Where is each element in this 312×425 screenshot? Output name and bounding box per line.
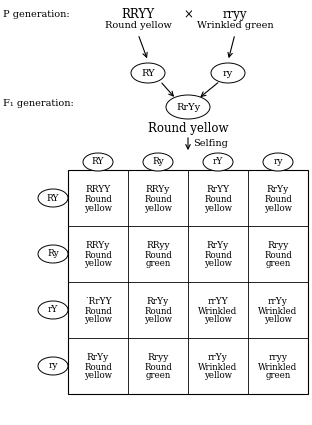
Text: Round: Round (264, 250, 292, 260)
Text: Round: Round (144, 250, 172, 260)
Text: rY: rY (48, 306, 58, 314)
Text: RrYy: RrYy (207, 241, 229, 249)
Text: yellow: yellow (204, 204, 232, 212)
Text: RRYy: RRYy (146, 184, 170, 193)
Text: P generation:: P generation: (3, 10, 70, 19)
Text: yellow: yellow (204, 260, 232, 269)
Text: RRYy: RRYy (86, 241, 110, 249)
Text: rryy: rryy (269, 352, 287, 362)
Text: green: green (266, 260, 290, 269)
Text: Round: Round (204, 250, 232, 260)
Text: RRYY: RRYY (85, 184, 111, 193)
Text: Round: Round (144, 306, 172, 315)
Text: Wrinkled: Wrinkled (258, 306, 298, 315)
Text: ry: ry (273, 158, 283, 167)
Text: Round: Round (84, 306, 112, 315)
Text: yellow: yellow (204, 315, 232, 325)
Text: yellow: yellow (84, 204, 112, 212)
Text: Wrinkled: Wrinkled (258, 363, 298, 371)
Ellipse shape (38, 245, 68, 263)
Text: yellow: yellow (84, 371, 112, 380)
Text: ry: ry (48, 362, 58, 371)
Text: green: green (145, 260, 171, 269)
Text: RrYy: RrYy (147, 297, 169, 306)
Text: yellow: yellow (264, 204, 292, 212)
Ellipse shape (203, 153, 233, 171)
Text: Round yellow: Round yellow (105, 21, 171, 30)
Text: Wrinkled: Wrinkled (198, 363, 238, 371)
Text: RrYy: RrYy (176, 102, 200, 111)
Text: rryy: rryy (223, 8, 247, 21)
Text: rrYy: rrYy (208, 352, 228, 362)
Text: Round: Round (84, 195, 112, 204)
Text: RRyy: RRyy (146, 241, 170, 249)
Text: green: green (266, 371, 290, 380)
Ellipse shape (211, 63, 245, 83)
Text: Rryy: Rryy (147, 352, 169, 362)
Text: RY: RY (141, 68, 155, 77)
Text: yellow: yellow (84, 260, 112, 269)
Text: Round: Round (144, 363, 172, 371)
Text: RrYy: RrYy (267, 184, 289, 193)
Ellipse shape (143, 153, 173, 171)
Text: Wrinkled: Wrinkled (198, 306, 238, 315)
Text: yellow: yellow (84, 315, 112, 325)
Text: RrYY: RrYY (207, 184, 230, 193)
Text: RY: RY (47, 193, 59, 202)
Ellipse shape (263, 153, 293, 171)
Text: green: green (145, 371, 171, 380)
Text: yellow: yellow (204, 371, 232, 380)
Ellipse shape (38, 189, 68, 207)
Ellipse shape (38, 301, 68, 319)
Text: yellow: yellow (144, 315, 172, 325)
Text: Round yellow: Round yellow (148, 122, 228, 135)
Text: rrYy: rrYy (268, 297, 288, 306)
Text: RY: RY (92, 158, 104, 167)
Text: Round: Round (84, 250, 112, 260)
Text: Ry: Ry (152, 158, 164, 167)
Text: Ry: Ry (47, 249, 59, 258)
Text: RrYy: RrYy (87, 352, 109, 362)
Text: yellow: yellow (264, 315, 292, 325)
Text: F₁ generation:: F₁ generation: (3, 99, 74, 108)
Text: RRYY: RRYY (121, 8, 154, 21)
Text: Rryy: Rryy (267, 241, 289, 249)
Text: Round: Round (264, 195, 292, 204)
Text: Round: Round (204, 195, 232, 204)
Text: Wrinkled green: Wrinkled green (197, 21, 273, 30)
Text: ˙RrYY: ˙RrYY (84, 297, 112, 306)
Text: ×: × (183, 8, 193, 21)
Text: Round: Round (144, 195, 172, 204)
Ellipse shape (83, 153, 113, 171)
Text: rrYY: rrYY (207, 297, 228, 306)
Text: Round: Round (84, 363, 112, 371)
Ellipse shape (38, 357, 68, 375)
Text: rY: rY (213, 158, 223, 167)
Ellipse shape (131, 63, 165, 83)
Text: ry: ry (223, 68, 233, 77)
Bar (68, 170, 308, 394)
Ellipse shape (166, 95, 210, 119)
Text: yellow: yellow (144, 204, 172, 212)
Text: Selfing: Selfing (193, 139, 228, 148)
